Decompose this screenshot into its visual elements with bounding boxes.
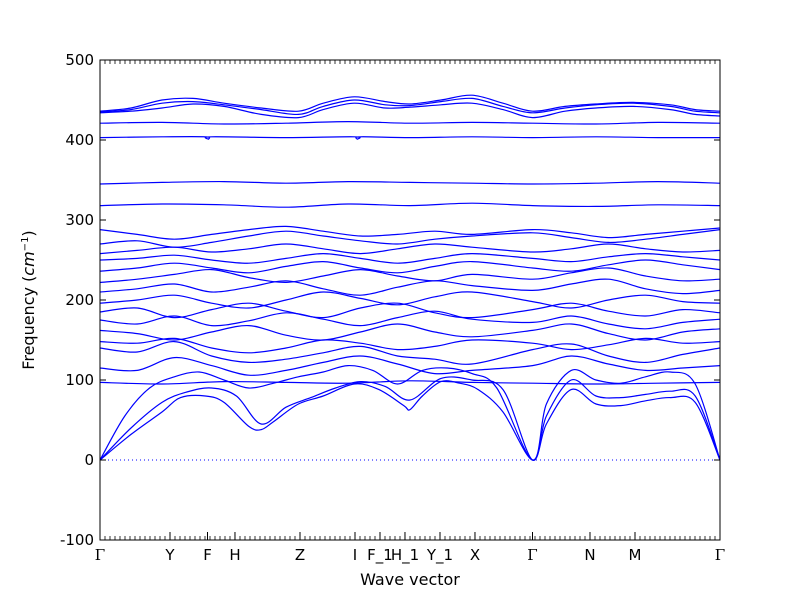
x-tick-label: Γ	[527, 546, 537, 564]
x-tick-label: X	[470, 546, 480, 564]
phonon-band-1	[99, 380, 721, 461]
phonon-band-5	[99, 355, 721, 376]
phonon-band-7	[99, 337, 721, 354]
x-tick-label: M	[629, 546, 642, 564]
y-tick-label: 300	[65, 211, 94, 229]
x-tick-label: F_1	[367, 546, 393, 565]
x-tick-label: N	[584, 546, 595, 564]
y-axis-label-unit: cm	[19, 251, 38, 275]
y-axis-label-close: )	[19, 230, 38, 236]
x-axis-ticks: Γ Y F H Z I F_1H_1 Y_1 X Γ N M Γ	[95, 60, 725, 565]
phonon-band-2	[99, 376, 721, 461]
x-tick-label: H_1	[391, 546, 419, 565]
x-tick-label: F	[203, 546, 212, 564]
phonon-band-25	[99, 94, 721, 112]
y-axis-label: Frequency (cm−1)	[19, 230, 38, 369]
x-tick-label: Γ	[715, 546, 725, 564]
x-tick-label: Z	[295, 546, 305, 564]
series-group	[99, 94, 721, 461]
x-tick-label: Y_1	[426, 546, 453, 565]
x-tick-label: I	[353, 546, 357, 564]
phonon-band-9	[99, 310, 721, 330]
phonon-band-6	[99, 340, 721, 365]
phonon-band-10	[99, 302, 721, 319]
x-tick-label: Γ	[95, 546, 105, 564]
y-tick-label: 400	[65, 131, 94, 149]
x-axis-label: Wave vector	[360, 570, 460, 589]
y-tick-label: 100	[65, 371, 94, 389]
y-tick-label: 0	[84, 451, 94, 469]
y-tick-label: 200	[65, 291, 94, 309]
x-tick-label: Y	[164, 546, 175, 564]
phonon-band-20	[99, 180, 721, 185]
phonon-band-13	[99, 267, 721, 284]
phonon-band-24	[99, 97, 721, 116]
phonon-band-8	[99, 323, 721, 341]
phonon-band-16	[99, 243, 721, 255]
phonon-band-19	[99, 202, 721, 208]
y-tick-label: -100	[60, 531, 94, 549]
phonon-band-4	[99, 380, 721, 385]
y-axis-ticks: -100 0 100 200 300 400 500	[60, 51, 720, 549]
phonon-band-21	[99, 135, 721, 140]
phonon-band-23	[99, 102, 721, 119]
x-tick-label: H	[229, 546, 240, 564]
plot-background	[100, 60, 720, 540]
phonon-band-12	[99, 278, 721, 296]
phonon-band-14	[99, 259, 721, 274]
y-tick-label: 500	[65, 51, 94, 69]
y-axis-label-text: Frequency (	[19, 276, 38, 370]
y-axis-label-exponent: −1	[20, 237, 31, 252]
phonon-band-22	[99, 120, 721, 125]
phonon-band-11	[99, 291, 721, 309]
plot-frame	[99, 59, 721, 541]
phonon-band-17	[99, 229, 721, 248]
phonon-band-15	[99, 252, 721, 264]
phonon-band-18	[99, 225, 721, 240]
